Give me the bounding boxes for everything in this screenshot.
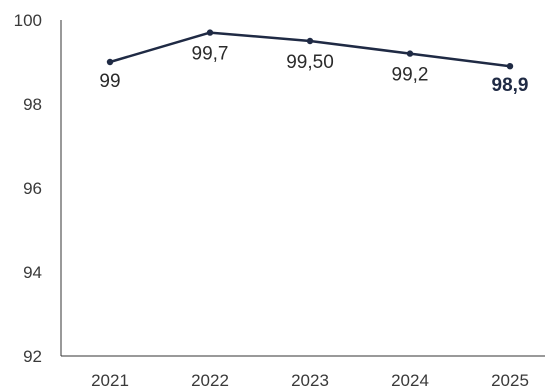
data-label-2023: 99,50 bbox=[286, 52, 334, 73]
data-point-2024 bbox=[406, 50, 414, 57]
y-axis-group: 92 94 96 98 100 bbox=[14, 11, 62, 366]
data-label-2022: 99,7 bbox=[192, 44, 229, 65]
data-point-2021 bbox=[106, 58, 114, 66]
data-label-2024: 99,2 bbox=[392, 65, 429, 86]
x-tick-label-2025: 2025 bbox=[491, 371, 529, 387]
x-tick-label-2021: 2021 bbox=[91, 371, 129, 387]
y-tick-label-94: 94 bbox=[23, 263, 42, 282]
x-tick-label-2022: 2022 bbox=[191, 371, 229, 387]
y-tick-label-96: 96 bbox=[23, 179, 42, 198]
y-tick-labels: 92 94 96 98 100 bbox=[14, 11, 42, 366]
x-tick-label-2023: 2023 bbox=[291, 371, 329, 387]
x-axis-group: 2021 2022 2023 2024 2025 bbox=[61, 355, 545, 387]
data-point-2025 bbox=[506, 62, 514, 70]
data-point-2022 bbox=[206, 29, 214, 36]
data-label-2021: 99 bbox=[99, 71, 120, 92]
y-tick-label-100: 100 bbox=[14, 11, 42, 30]
data-label-2025: 98,9 bbox=[492, 75, 529, 96]
data-point-2023 bbox=[306, 37, 314, 45]
series-group: 99 99,7 99,50 99,2 98,9 bbox=[99, 29, 528, 96]
y-tick-label-98: 98 bbox=[23, 95, 42, 114]
x-tick-labels: 2021 2022 2023 2024 2025 bbox=[91, 371, 529, 387]
y-tick-label-92: 92 bbox=[23, 347, 42, 366]
x-tick-label-2024: 2024 bbox=[391, 371, 429, 387]
